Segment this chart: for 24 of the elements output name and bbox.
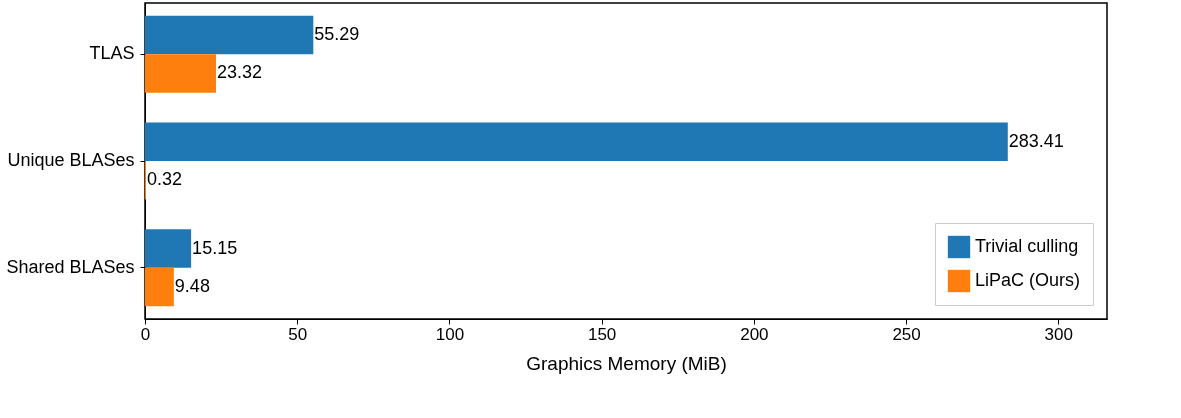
- x-tick-label: 0: [140, 324, 151, 344]
- data-label: 15.15: [192, 237, 238, 258]
- bar: [145, 54, 216, 93]
- legend-label: Trivial culling: [975, 236, 1079, 256]
- x-tick-label: 300: [1044, 324, 1073, 344]
- data-label: 9.48: [174, 275, 210, 296]
- data-label: 23.32: [216, 62, 263, 83]
- bar: [145, 267, 174, 307]
- y-tick-label: Shared BLASes: [6, 256, 135, 277]
- data-label: 0.32: [146, 169, 183, 190]
- bar: [145, 122, 1008, 161]
- x-tick-label: 50: [288, 324, 308, 344]
- legend-label: LiPaC (Ours): [975, 270, 1081, 290]
- x-tick-label: 100: [435, 324, 465, 344]
- bar: [145, 15, 314, 55]
- data-label: 283.41: [1008, 130, 1064, 151]
- y-tick-label: TLAS: [89, 43, 135, 64]
- bar: [145, 229, 192, 268]
- y-tick-label: Unique BLASes: [7, 150, 135, 170]
- x-tick-label: 200: [740, 324, 769, 344]
- x-tick-label: 250: [892, 324, 921, 344]
- data-label: 55.29: [314, 24, 360, 45]
- x-axis-title: Graphics Memory (MiB): [526, 352, 727, 374]
- x-tick-label: 150: [587, 324, 617, 344]
